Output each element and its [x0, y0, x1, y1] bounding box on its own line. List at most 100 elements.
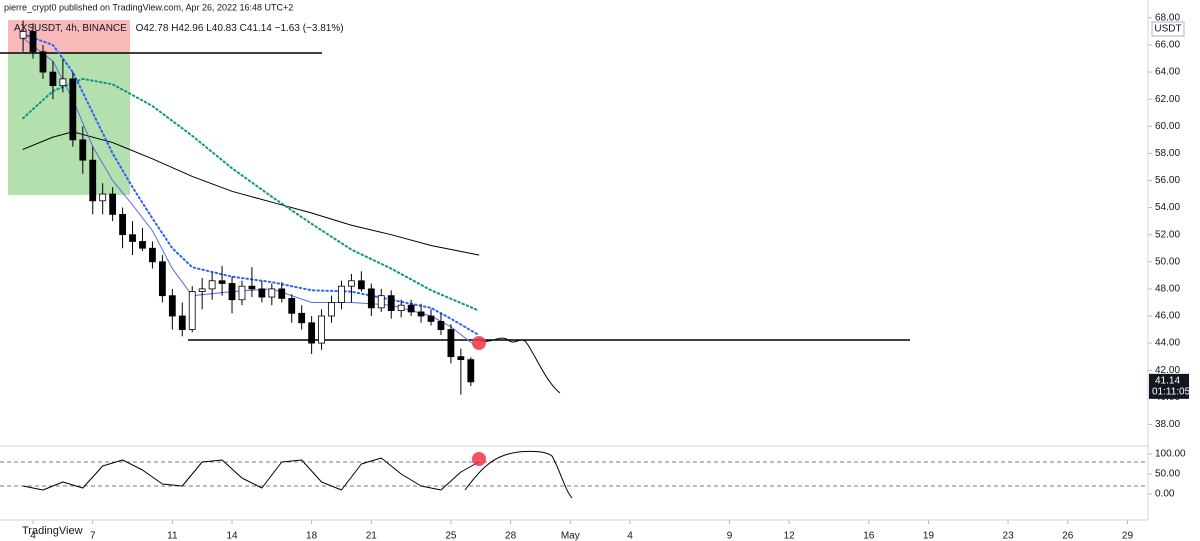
candle-body — [178, 315, 186, 330]
candle-body — [447, 329, 455, 358]
x-tick-label: 19 — [923, 531, 935, 541]
footer: TradingView — [22, 525, 83, 537]
last-price: 41.14 — [1155, 375, 1180, 386]
x-tick-label: 7 — [90, 531, 96, 541]
x-tick-label: 21 — [366, 531, 378, 541]
candle-body — [198, 288, 206, 293]
candle-body — [158, 261, 166, 297]
candle-body — [59, 78, 67, 87]
candle-body — [328, 302, 335, 317]
candle-body — [238, 285, 246, 301]
candle-body — [417, 311, 425, 317]
x-tick-label: 4 — [627, 531, 633, 541]
candle-body — [79, 139, 87, 161]
candle-body — [139, 241, 146, 249]
candle-body — [218, 280, 226, 284]
x-tick-label: 14 — [226, 531, 238, 541]
candle-body — [49, 71, 57, 87]
x-tick-label: 28 — [505, 531, 517, 541]
candle-body — [268, 288, 276, 298]
projection — [479, 337, 561, 394]
candle-body — [457, 356, 465, 361]
y-tick-label: 66.00 — [1155, 40, 1180, 51]
y-tick-label: 48.00 — [1155, 284, 1180, 295]
y-tick-label: 46.00 — [1155, 311, 1180, 322]
projection — [464, 450, 573, 499]
y-tick-label: 54.00 — [1155, 202, 1180, 213]
candle-body — [258, 288, 266, 298]
legend: AXSUSDT, 4h, BINANCE O42.78 H42.96 L40.8… — [14, 23, 344, 34]
y-tick-label: 68.00 — [1155, 13, 1180, 24]
candle-body — [19, 31, 27, 39]
y-tick-label: 56.00 — [1155, 175, 1180, 186]
candle-body — [89, 159, 97, 202]
plot: 38.00 4 0.00 42.00 44.00 46.00 48.00 50.00 52.00… — [0, 13, 1186, 541]
candle-body — [437, 321, 445, 330]
candle-body — [387, 295, 395, 311]
candle-body — [208, 280, 216, 290]
y-tick-label: 44.00 — [1155, 338, 1180, 349]
currency: USDT — [1154, 24, 1181, 35]
x-tick-label: 9 — [727, 531, 733, 541]
candle-body — [467, 359, 475, 383]
candle-body — [119, 213, 126, 236]
currency-box — [1151, 21, 1185, 37]
target-zone — [8, 52, 130, 195]
moving-average — [22, 77, 480, 312]
candle-body — [149, 247, 156, 263]
legend-open: O42.78 — [136, 23, 169, 34]
candle-body — [168, 295, 176, 317]
candle-body — [188, 291, 196, 330]
candle-body — [69, 78, 77, 141]
last-price-box — [1149, 373, 1189, 399]
candle-body — [39, 51, 47, 73]
candle-body — [377, 295, 385, 309]
y-tick-label: 52.00 — [1155, 229, 1180, 240]
x-tick-label: 26 — [1062, 531, 1074, 541]
candle-body — [318, 315, 325, 344]
x-tick-label: 29 — [1122, 531, 1134, 541]
candle-body — [338, 285, 345, 303]
x-tick-label: 4 — [30, 531, 36, 541]
signal-marker — [472, 452, 486, 466]
candle-body — [288, 297, 296, 314]
legend-high: H42.96 — [171, 23, 204, 34]
countdown: 01:11:05 — [1152, 386, 1191, 397]
candle-body — [248, 285, 256, 290]
y-tick-label: 50.00 — [1155, 469, 1180, 480]
x-tick-label: 23 — [1003, 531, 1015, 541]
y-tick-label: 42.00 — [1155, 365, 1180, 376]
y-tick-label: 100.00 — [1155, 449, 1186, 460]
y-tick-label: 64.00 — [1155, 67, 1180, 78]
candle-body — [397, 304, 405, 311]
x-tick-label: May — [561, 531, 580, 541]
x-tick-label: 11 — [167, 531, 178, 541]
candle-body — [348, 280, 355, 287]
candle-body — [308, 322, 316, 344]
y-tick-label: 0.00 — [1155, 489, 1175, 500]
legend-low: L40.83 — [206, 23, 237, 34]
header: pierre_crypt0 published on TradingView.c… — [4, 2, 293, 12]
x-tick-label: 16 — [863, 531, 875, 541]
y-tick-label: 58.00 — [1155, 148, 1180, 159]
x-tick-label: 18 — [306, 531, 318, 541]
candle-body — [357, 280, 365, 290]
candle-body — [29, 31, 37, 53]
y-tick-label: 60.00 — [1155, 121, 1180, 132]
candle-body — [367, 288, 375, 309]
y-tick-label: 38.00 — [1155, 419, 1180, 430]
legend-symbol: AXSUSDT, 4h, BINANCE — [14, 23, 127, 34]
candle-body — [99, 193, 107, 202]
x-tick-label: 12 — [784, 531, 796, 541]
x-tick-label: 25 — [445, 531, 457, 541]
candle-body — [129, 234, 136, 242]
moving-average — [22, 33, 480, 336]
candle-body — [407, 304, 415, 313]
stoch-line — [22, 457, 480, 491]
candle-body — [278, 288, 286, 299]
candle-body — [228, 283, 236, 301]
legend-change: −1.63 (−3.81%) — [275, 23, 344, 34]
candle-body — [427, 315, 435, 322]
legend-close: C41.14 — [240, 23, 273, 34]
